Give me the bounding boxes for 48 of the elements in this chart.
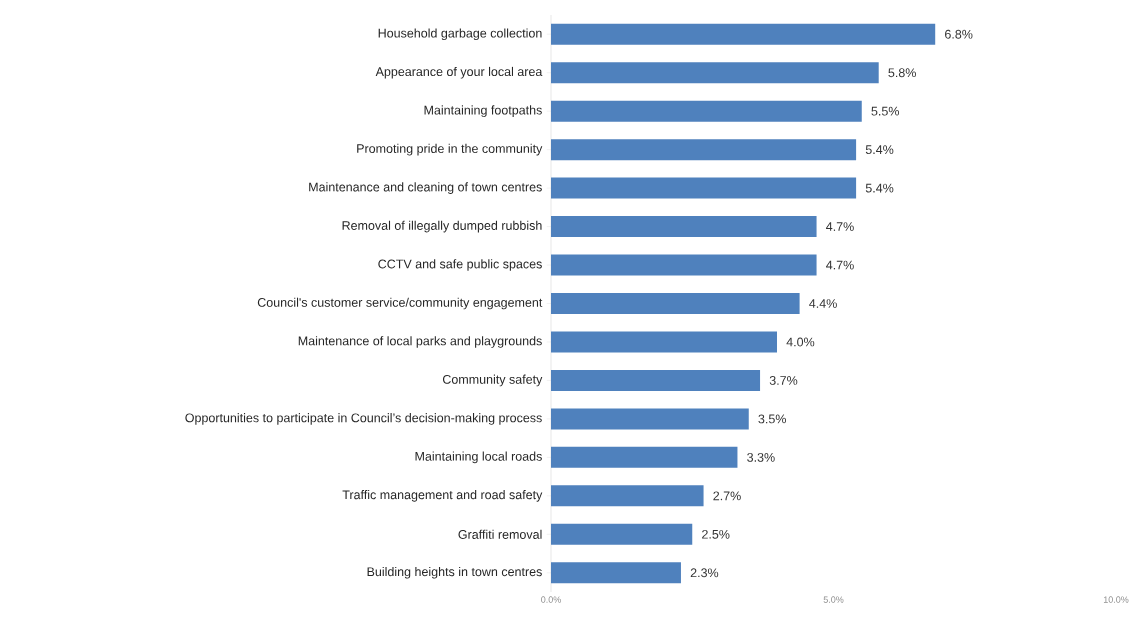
data-label: 4.4%: [809, 299, 837, 308]
data-label: 2.7%: [713, 491, 741, 501]
y-tick-label: Building heights in town centres: [367, 566, 542, 579]
bar: [551, 62, 879, 84]
bar: [551, 139, 857, 161]
bar: [551, 177, 857, 199]
y-tick-label: Council's customer service/community engagement: [257, 297, 543, 310]
data-label: 4.7%: [826, 222, 854, 231]
y-tick-label: Maintenance of local parks and playgrounds: [298, 336, 542, 348]
data-label: 4.0%: [786, 337, 815, 347]
bar: [551, 408, 749, 430]
data-label: 3.7%: [769, 376, 798, 385]
data-label: 5.4%: [865, 183, 894, 193]
bar: [551, 485, 704, 507]
x-tick-label: 0.0%: [541, 596, 561, 603]
x-tick-label: 10.0%: [1103, 596, 1129, 603]
y-tick-label: Promoting pride in the community: [357, 143, 543, 156]
y-tick-label: Traffic management and road safety: [342, 490, 543, 502]
data-label: 2.5%: [702, 529, 730, 539]
data-label: 6.8%: [945, 29, 973, 39]
data-label: 5.4%: [865, 145, 894, 155]
y-tick-label: CCTV and safe public spaces: [378, 259, 542, 271]
bar: [551, 216, 817, 238]
y-tick-label: Household garbage collection: [378, 28, 542, 41]
bar: [551, 293, 800, 315]
bar: [551, 523, 693, 545]
data-label: 3.3%: [747, 452, 775, 462]
data-label: 3.5%: [758, 414, 786, 424]
y-tick-label: Maintaining local roads: [415, 451, 542, 464]
y-tick-label: Graffiti removal: [458, 529, 542, 539]
y-tick-label: Opportunities to participate in Council’s decision-making process: [185, 413, 542, 425]
y-tick-label: Maintenance and cleaning of town centres: [309, 182, 542, 194]
data-label: 2.3%: [690, 568, 719, 578]
bar: [551, 446, 738, 468]
bar: [551, 369, 761, 391]
y-tick-label: Maintaining footpaths: [424, 105, 542, 117]
bar: [551, 23, 936, 45]
bar: [551, 254, 817, 276]
bar: [551, 331, 778, 353]
y-tick-label: Community safety: [442, 374, 543, 387]
data-label: 5.8%: [888, 68, 916, 78]
data-label: 5.5%: [871, 106, 899, 116]
bar: [551, 100, 862, 122]
bar: [551, 562, 681, 584]
y-tick-label: Appearance of your local area: [375, 66, 543, 79]
x-tick-label: 5.0%: [823, 596, 844, 603]
y-tick-label: Removal of illegally dumped rubbish: [342, 220, 542, 233]
data-label: 4.7%: [826, 260, 854, 270]
